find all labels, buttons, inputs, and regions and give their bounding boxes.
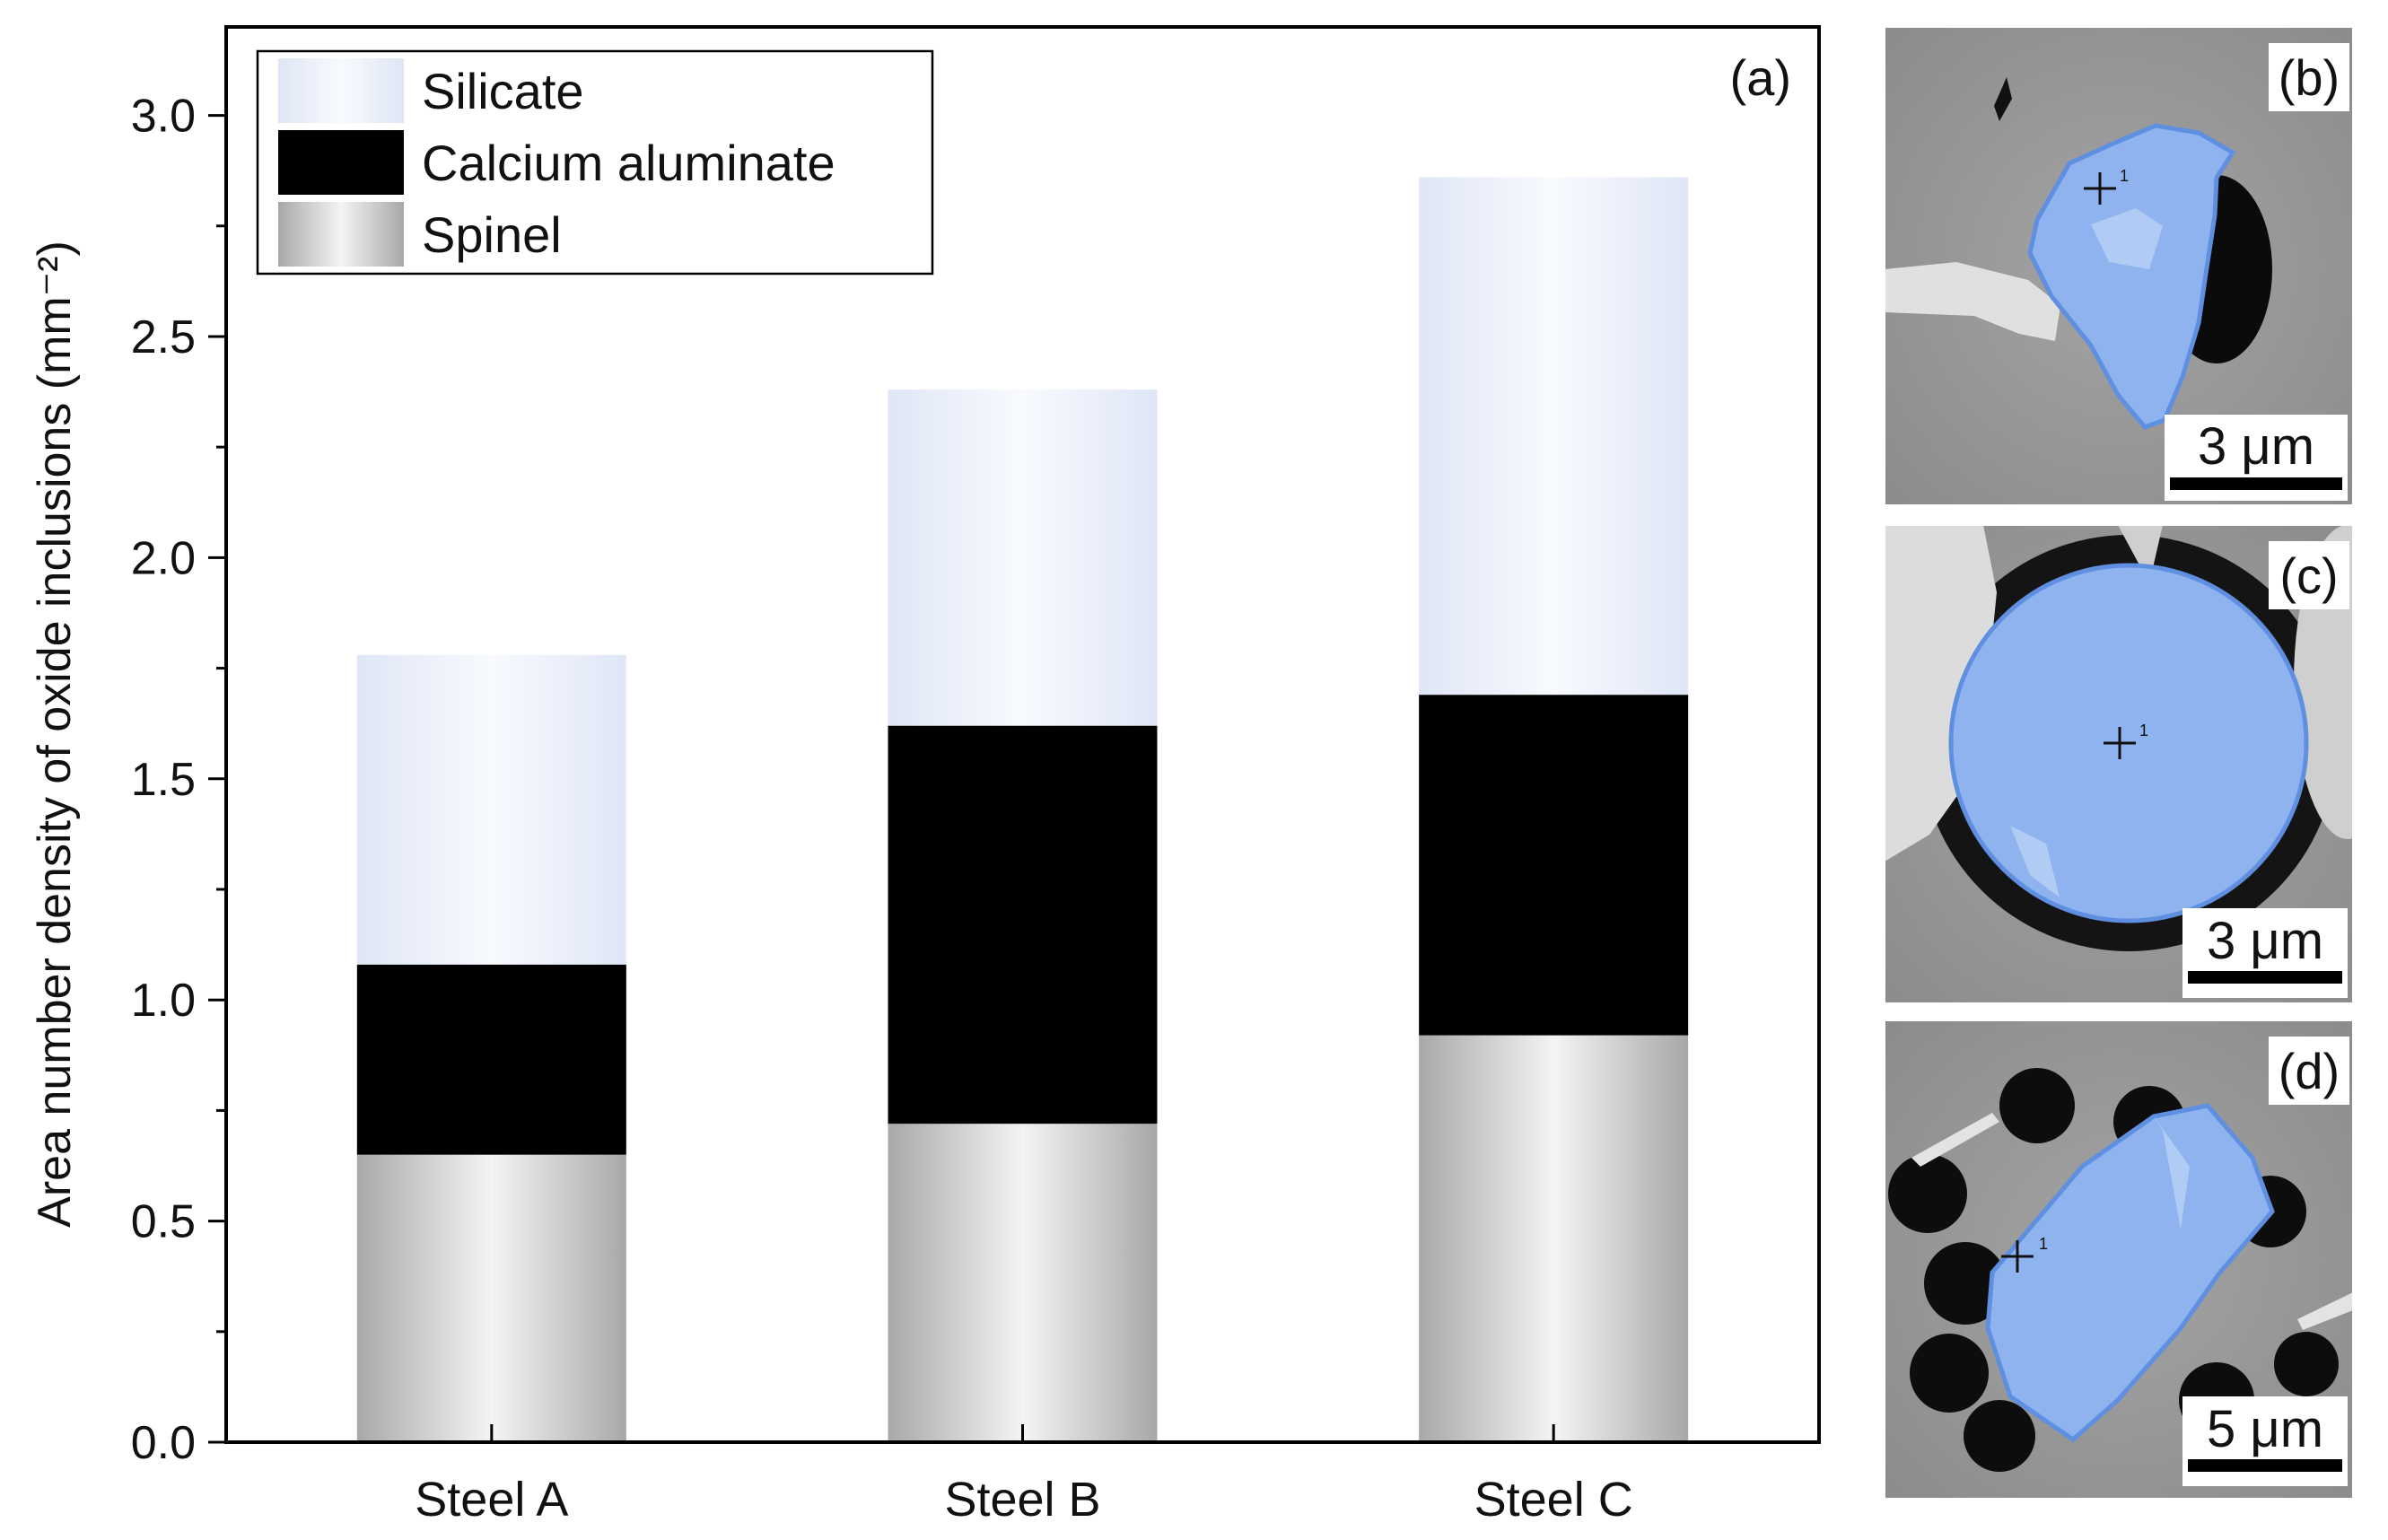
y-tick-label: 2.5 (131, 311, 196, 363)
sem-b-frame (1884, 26, 2354, 506)
legend-swatch-spinel (278, 202, 404, 267)
chart-panel: 0.00.51.01.52.02.53.0 Steel A Steel B Stee… (29, 25, 1821, 1527)
bars-group (356, 177, 1689, 1442)
legend-label-spinel: Spinel (422, 206, 562, 263)
legend-swatch-silicate (278, 58, 404, 123)
x-tick-label-steel-a: Steel A (415, 1473, 568, 1527)
bar-steel-c-silicate (1419, 177, 1689, 696)
bar-steel-b-calcium-aluminate (888, 725, 1158, 1124)
sem-c-marker: 1 (2139, 722, 2148, 739)
bar-steel-a-calcium-aluminate (356, 964, 626, 1155)
sem-panel-d: 1 (d) 5 μm (1884, 1019, 2354, 1500)
y-tick-label: 1.0 (131, 975, 196, 1027)
legend-label-calcium-aluminate: Calcium aluminate (422, 135, 835, 191)
sem-d-label: (d) (2279, 1043, 2340, 1099)
sem-c-label-bg (2269, 541, 2349, 609)
y-axis: 0.0 0.5 1.0 1.5 2.0 2.5 3.0 (131, 91, 226, 1469)
sem-b-label: (b) (2279, 49, 2340, 106)
bar-steel-b-spinel (888, 1124, 1158, 1442)
sem-b-scale-bar (2170, 477, 2342, 490)
sem-b-scale-text: 3 μm (2198, 417, 2314, 476)
panel-label-a: (a) (1730, 49, 1791, 106)
sem-d-frame (1884, 1019, 2354, 1500)
sem-d-scale-bar (2188, 1459, 2342, 1472)
sem-b-label-bg (2269, 43, 2349, 111)
sem-c-frame (1884, 524, 2354, 1004)
y-tick-label: 0.0 (131, 1417, 196, 1469)
legend-swatch-calcium-aluminate (278, 130, 404, 195)
legend: Silicate Calcium aluminate Spinel (256, 49, 934, 276)
bar-steel-a-silicate (356, 654, 626, 965)
legend-label-silicate: Silicate (422, 63, 584, 119)
bar-steel-c-spinel (1419, 1035, 1689, 1442)
bar-steel-a-spinel (356, 1154, 626, 1442)
y-tick-label: 2.0 (131, 532, 196, 584)
sem-d-label-bg (2269, 1037, 2349, 1105)
sem-c-label: (c) (2279, 547, 2338, 604)
bar-steel-c-calcium-aluminate (1419, 695, 1689, 1036)
bar-steel-b-silicate (888, 389, 1158, 726)
sem-c-scale-bar (2188, 971, 2342, 984)
sem-d-marker: 1 (2039, 1235, 2048, 1253)
sem-panel-b: 1 (b) 3 μm (1884, 26, 2354, 506)
sem-c-scale-text: 3 μm (2207, 912, 2323, 970)
y-tick-label: 0.5 (131, 1196, 196, 1248)
sem-b-marker: 1 (2120, 167, 2129, 185)
x-tick-label-steel-b: Steel B (944, 1473, 1100, 1527)
y-tick-label: 3.0 (131, 91, 196, 143)
x-axis: Steel A Steel B Steel C (415, 1424, 1633, 1527)
y-tick-label: 1.5 (131, 754, 196, 806)
sem-panel-c: 1 (c) 3 μm (1884, 524, 2354, 1004)
y-axis-title: Area number density of oxide inclusions … (29, 241, 81, 1228)
x-tick-label-steel-c: Steel C (1474, 1473, 1633, 1527)
sem-d-scale-text: 5 μm (2207, 1400, 2323, 1458)
